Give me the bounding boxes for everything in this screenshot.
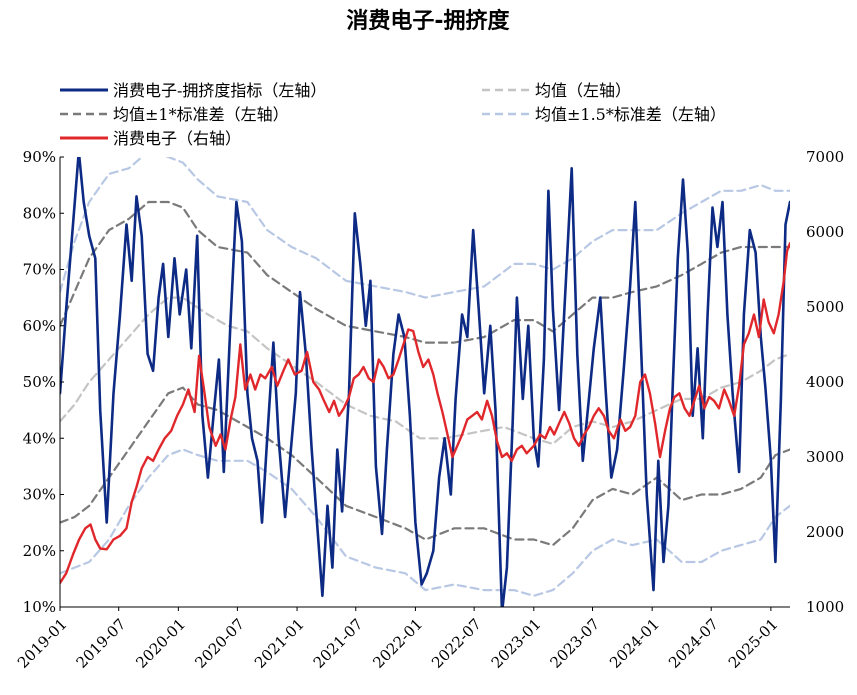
series-line-sd15_lower — [60, 448, 790, 597]
x-tick-label: 2021-07 — [310, 615, 367, 672]
legend-label-price: 消费电子（右轴） — [113, 129, 241, 148]
x-tick-label: 2019-01 — [14, 615, 71, 672]
right-tick-label: 5000 — [806, 298, 844, 316]
x-tick-label: 2023-07 — [546, 615, 603, 672]
series-line-sd1_lower — [60, 386, 790, 547]
left-tick-label: 30% — [23, 486, 56, 504]
x-tick-label: 2019-07 — [73, 615, 130, 672]
x-tick-label: 2024-01 — [606, 615, 663, 672]
left-tick-label: 60% — [23, 317, 56, 335]
right-tick-label: 6000 — [806, 223, 844, 241]
x-tick-label: 2025-01 — [725, 615, 782, 672]
left-tick-label: 70% — [23, 261, 56, 279]
right-tick-label: 7000 — [806, 148, 844, 166]
series-line-crowding — [60, 157, 790, 607]
left-tick-label: 90% — [23, 148, 56, 166]
left-tick-label: 50% — [23, 373, 56, 391]
right-tick-label: 2000 — [806, 523, 844, 541]
left-tick-label: 80% — [23, 204, 56, 222]
plot-area — [60, 157, 790, 607]
left-tick-label: 40% — [23, 429, 56, 447]
legend: 消费电子-拥挤度指标（左轴） 均值（左轴） 均值±1*标准差（左轴） 均值±1.… — [60, 81, 726, 148]
right-tick-label: 3000 — [806, 448, 844, 466]
x-tick-label: 2022-01 — [369, 615, 426, 672]
legend-label-mean: 均值（左轴） — [535, 81, 631, 100]
right-tick-label: 4000 — [806, 373, 844, 391]
x-tick-label: 2020-07 — [191, 615, 248, 672]
series-line-mean — [60, 296, 790, 445]
legend-label-sd15: 均值±1.5*标准差（左轴） — [535, 105, 726, 124]
x-tick-label: 2020-01 — [132, 615, 189, 672]
legend-label-sd1: 均值±1*标准差（左轴） — [113, 105, 289, 124]
x-tick-label: 2021-01 — [251, 615, 308, 672]
legend-label-crowding: 消费电子-拥挤度指标（左轴） — [113, 81, 326, 100]
series-line-sd15 — [60, 157, 790, 299]
right-tick-label: 1000 — [806, 598, 844, 616]
x-tick-label: 2023-01 — [488, 615, 545, 672]
left-tick-label: 10% — [23, 598, 56, 616]
x-tick-label: 2022-07 — [428, 615, 485, 672]
left-tick-label: 20% — [23, 542, 56, 560]
chart-title: 消费电子-拥挤度 — [346, 8, 510, 34]
series-line-price — [60, 242, 790, 585]
x-tick-label: 2024-07 — [665, 615, 722, 672]
